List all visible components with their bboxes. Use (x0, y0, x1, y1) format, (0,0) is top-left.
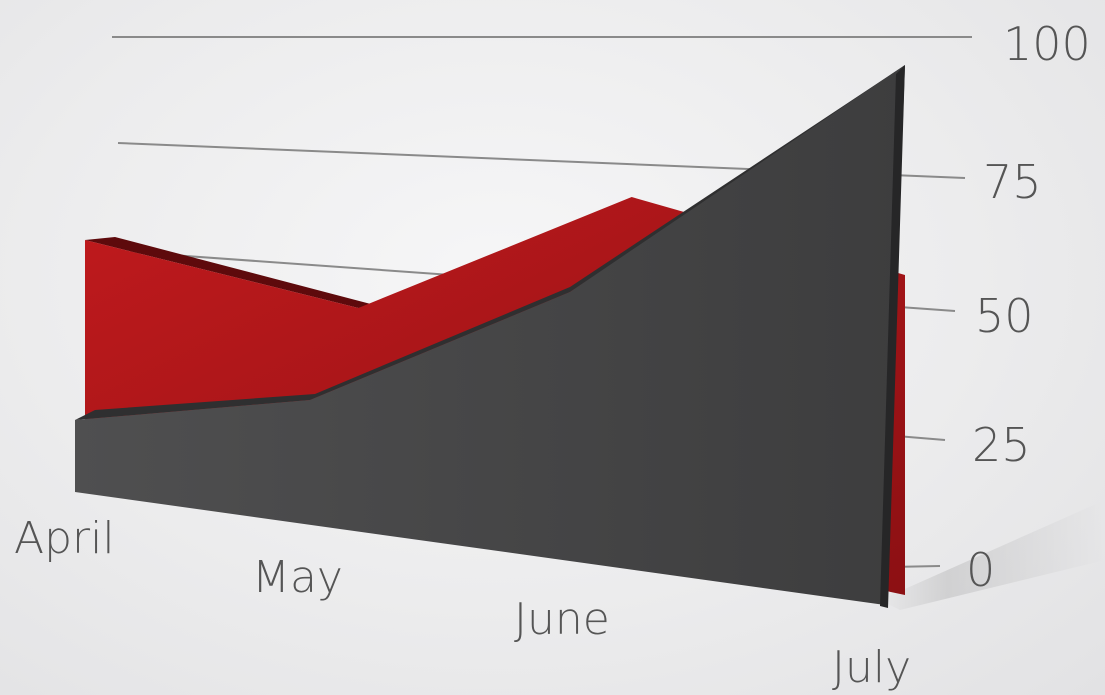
floor-shadow (880, 500, 1105, 610)
series-1-top-edge (85, 237, 379, 308)
y-axis-ticks: 0 25 50 75 100 (966, 17, 1091, 597)
x-label-june: June (514, 594, 610, 645)
y-tick-label-0: 0 (966, 543, 995, 597)
y-tick-label-50: 50 (975, 289, 1034, 343)
series-2-side (880, 65, 905, 608)
y-tick-label-75: 75 (983, 155, 1042, 209)
y-tick-label-25: 25 (972, 418, 1031, 472)
x-label-july: July (832, 642, 911, 693)
series-layer (75, 65, 905, 608)
x-label-may: May (252, 552, 343, 603)
y-tick-label-100: 100 (1003, 17, 1091, 71)
series-2-area (75, 65, 905, 605)
x-axis-labels: April May June July (14, 513, 911, 693)
x-label-april: April (14, 513, 115, 564)
